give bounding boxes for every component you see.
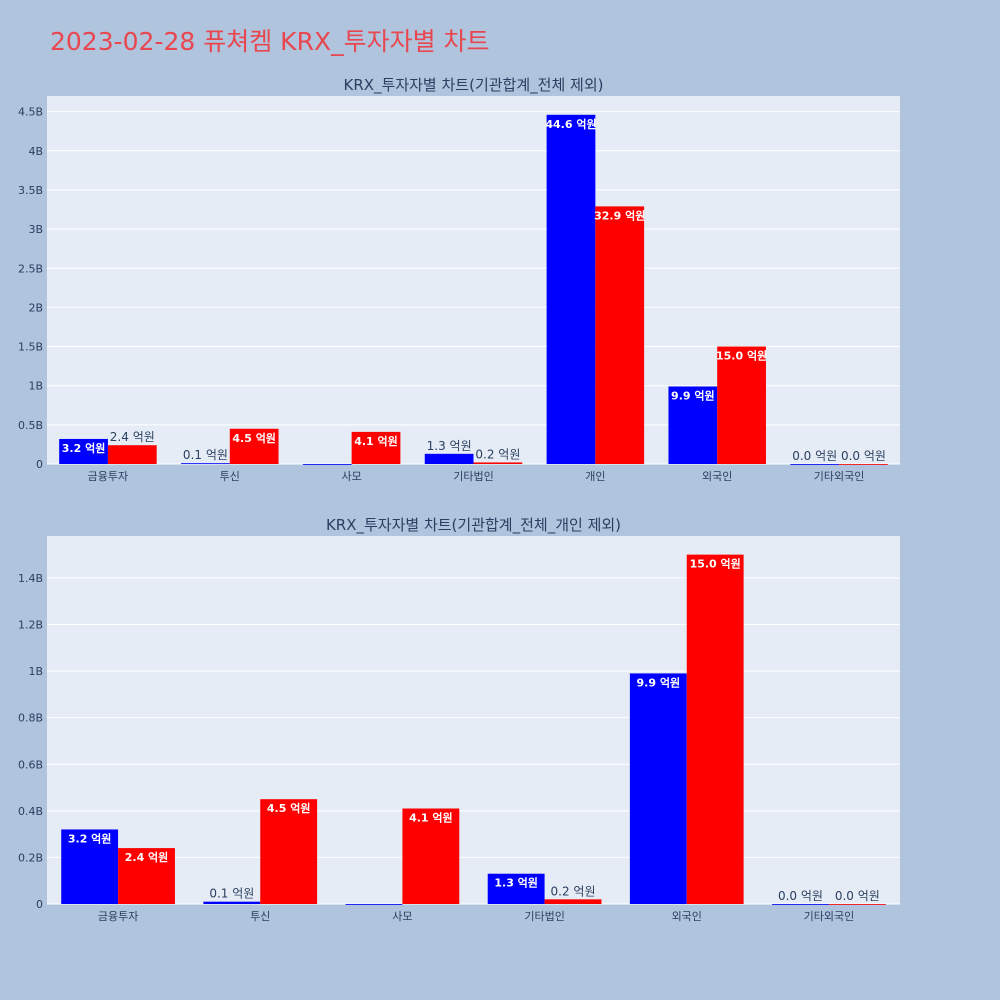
data-label: 15.0 억원 — [690, 557, 741, 571]
bar — [790, 464, 840, 465]
data-label: 0.0 억원 — [778, 889, 823, 903]
x-tick-label: 사모 — [342, 470, 362, 483]
y-tick-label: 0.6B — [18, 758, 43, 771]
bar — [59, 438, 108, 464]
y-tick-label: 0.4B — [18, 805, 43, 818]
bar — [181, 463, 230, 465]
data-label: 4.5 억원 — [232, 431, 276, 445]
x-tick-label: 기타법인 — [524, 910, 564, 923]
bar — [546, 114, 596, 464]
y-tick-label: 0.2B — [18, 851, 43, 864]
y-tick-label: 2B — [28, 301, 43, 314]
chart-title: KRX_투자자별 차트(기관합계_전체_개인 제외) — [326, 516, 621, 535]
y-tick-label: 4B — [28, 145, 43, 158]
x-tick-label: 기타법인 — [453, 470, 493, 483]
x-tick-label: 개인 — [585, 470, 605, 483]
data-label: 1.3 억원 — [494, 876, 538, 890]
bar — [473, 462, 523, 464]
data-label: 4.1 억원 — [409, 811, 453, 825]
y-tick-label: 1.2B — [18, 619, 43, 632]
bar — [772, 904, 829, 905]
data-label: 4.1 억원 — [354, 434, 398, 448]
bar — [668, 386, 718, 464]
bar — [107, 445, 157, 464]
y-tick-label: 3.5B — [18, 184, 43, 197]
data-label: 44.6 억원 — [545, 117, 596, 131]
data-label: 0.0 억원 — [835, 889, 880, 903]
bar — [260, 799, 318, 904]
x-tick-label: 기타외국인 — [804, 910, 855, 923]
bar — [717, 346, 766, 464]
data-label: 9.9 억원 — [671, 388, 715, 402]
data-label: 4.5 억원 — [267, 801, 311, 815]
chart-title: KRX_투자자별 차트(기관합계_전체 제외) — [344, 76, 604, 95]
y-tick-label: 0.8B — [18, 712, 43, 725]
data-label: 0.1 억원 — [209, 887, 254, 901]
data-label: 9.9 억원 — [637, 675, 681, 689]
data-label: 0.2 억원 — [475, 447, 520, 461]
data-label: 0.0 억원 — [792, 449, 837, 463]
bar — [345, 904, 403, 905]
data-label: 0.2 억원 — [551, 884, 596, 898]
y-tick-label: 1B — [28, 380, 43, 393]
data-label: 2.4 억원 — [110, 430, 155, 444]
y-tick-label: 3B — [28, 223, 43, 236]
x-tick-label: 투신 — [220, 470, 240, 483]
data-label: 1.3 억원 — [427, 439, 472, 453]
x-tick-label: 기타외국인 — [814, 470, 865, 483]
bar — [118, 848, 175, 904]
bar — [629, 673, 687, 904]
y-tick-label: 1.5B — [18, 341, 43, 354]
y-tick-label: 0 — [36, 458, 43, 471]
data-label: 0.1 억원 — [183, 448, 228, 462]
x-tick-label: 외국인 — [702, 470, 732, 483]
x-tick-label: 투신 — [250, 910, 270, 923]
x-tick-label: 금융투자 — [88, 470, 128, 483]
chart-bottom: 0 0.2B 0.4B 0.6B 0.8B 1B 1.2B 1.4B KRX_투자자별 차트(기… — [18, 516, 900, 923]
x-tick-label: 금융투자 — [98, 910, 138, 923]
x-tick-label: 외국인 — [672, 910, 702, 923]
y-tick-label: 4.5B — [18, 106, 43, 119]
bar — [203, 901, 261, 904]
bar — [351, 431, 401, 464]
bar — [229, 428, 279, 464]
data-label: 3.2 억원 — [68, 831, 112, 845]
y-tick-label: 0.5B — [18, 419, 43, 432]
y-tick-label: 1B — [28, 665, 43, 678]
bar — [595, 206, 645, 464]
y-tick-label: 2.5B — [18, 262, 43, 275]
bar — [686, 554, 744, 904]
bar — [61, 829, 119, 904]
bar — [424, 453, 474, 464]
y-tick-label: 1.4B — [18, 572, 43, 585]
page-title: 2023-02-28 퓨쳐켐 KRX_투자자별 차트 — [50, 27, 490, 56]
data-label: 3.2 억원 — [62, 441, 106, 455]
bar — [302, 464, 352, 465]
y-tick-label: 0 — [36, 898, 43, 911]
bar — [839, 464, 888, 465]
chart-top: 0 0.5B 1B 1.5B 2B 2.5B 3B 3.5B 4B 4.5B KRX_투자자별 차트… — [18, 76, 900, 483]
data-label: 32.9 억원 — [594, 208, 645, 222]
bar — [828, 904, 886, 905]
data-label: 2.4 억원 — [125, 850, 169, 864]
data-label: 15.0 억원 — [716, 349, 767, 363]
data-label: 0.0 억원 — [841, 449, 886, 463]
plot-area — [47, 536, 900, 904]
bar — [402, 808, 460, 904]
bar — [544, 899, 602, 904]
x-tick-label: 사모 — [392, 910, 412, 923]
bar — [487, 873, 545, 904]
